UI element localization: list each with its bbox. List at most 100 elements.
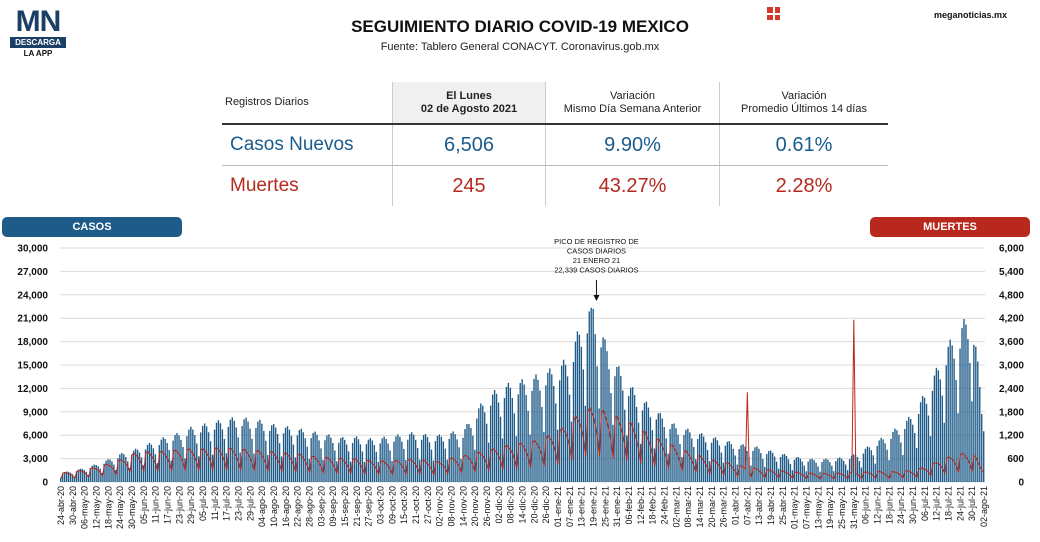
casos-bar xyxy=(961,328,963,482)
casos-bar xyxy=(391,460,393,482)
casos-bar xyxy=(276,434,279,482)
casos-bar xyxy=(781,454,784,482)
x-tick-label: 23-jun-20 xyxy=(174,486,184,524)
casos-bar xyxy=(945,365,947,482)
x-tick-label: 08-dic-20 xyxy=(506,486,516,524)
casos-bar xyxy=(150,444,153,483)
left-tick-label: 6,000 xyxy=(23,431,48,442)
casos-bar xyxy=(582,369,585,482)
casos-bar xyxy=(884,443,886,482)
casos-bar xyxy=(194,435,196,482)
casos-bar xyxy=(243,419,245,482)
x-tick-label: 24-jul-21 xyxy=(955,486,965,521)
casos-bar xyxy=(93,464,95,482)
casos-bar xyxy=(489,405,492,482)
casos-bar xyxy=(805,471,807,482)
casos-bar xyxy=(65,471,68,482)
casos-bar xyxy=(517,394,519,482)
x-tick-label: 25-may-21 xyxy=(837,486,847,529)
x-tick-label: 01-may-21 xyxy=(790,486,800,529)
x-tick-label: 24-may-20 xyxy=(115,486,125,529)
casos-bar xyxy=(136,449,139,482)
casos-bar xyxy=(217,420,220,482)
x-tick-label: 10-ago-20 xyxy=(269,486,279,527)
grid-flag-icon xyxy=(767,7,780,20)
casos-bar xyxy=(377,461,379,482)
casos-bar xyxy=(981,413,983,482)
casos-bar xyxy=(389,450,391,482)
x-tick-label: 09-sep-20 xyxy=(328,486,338,527)
casos-bar xyxy=(637,422,640,482)
casos-bar xyxy=(105,460,107,482)
casos-bar xyxy=(645,401,648,482)
casos-bar xyxy=(671,424,673,482)
casos-bar xyxy=(152,448,155,482)
casos-bar xyxy=(783,453,786,482)
casos-bar xyxy=(347,451,350,482)
casos-bar xyxy=(764,466,766,482)
casos-bar xyxy=(430,449,433,482)
casos-bar xyxy=(482,405,484,482)
x-tick-label: 18-jun-21 xyxy=(884,486,894,524)
casos-bar xyxy=(610,392,612,482)
casos-bar xyxy=(487,442,490,482)
casos-bar xyxy=(499,416,502,482)
casos-bar xyxy=(138,452,141,482)
casos-bar xyxy=(454,434,456,482)
x-tick-label: 07-abr-21 xyxy=(742,486,752,525)
casos-bar xyxy=(965,324,967,482)
casos-bar xyxy=(896,430,898,482)
casos-bar xyxy=(115,469,117,482)
casos-bar xyxy=(154,454,157,482)
casos-bar xyxy=(977,361,979,482)
casos-bar xyxy=(131,454,133,482)
casos-bar xyxy=(902,455,904,482)
casos-bar xyxy=(375,451,377,482)
casos-bar xyxy=(247,421,249,482)
casos-bar xyxy=(235,427,237,482)
casos-bar xyxy=(866,446,869,482)
casos-bar xyxy=(959,348,961,482)
x-tick-label: 23-jul-20 xyxy=(233,486,243,521)
x-tick-label: 12-feb-21 xyxy=(636,486,646,525)
casos-bar xyxy=(963,318,965,482)
casos-bar xyxy=(142,465,145,482)
x-tick-label: 31-may-21 xyxy=(849,486,859,529)
casos-bar xyxy=(811,458,813,482)
x-tick-label: 30-abr-20 xyxy=(68,486,78,525)
casos-bar xyxy=(543,431,545,482)
casos-bar xyxy=(162,437,164,482)
casos-bar xyxy=(306,446,308,482)
header-var-avg-b: Promedio Últimos 14 días xyxy=(741,102,867,115)
casos-bar xyxy=(456,439,458,482)
left-tick-label: 27,000 xyxy=(17,267,48,278)
casos-bar xyxy=(551,374,553,482)
casos-bar xyxy=(466,423,468,482)
casos-bar xyxy=(521,379,523,482)
casos-bar xyxy=(507,382,510,483)
casos-bar xyxy=(312,432,314,482)
casos-bar xyxy=(762,458,764,482)
casos-bar xyxy=(570,421,573,482)
casos-bar xyxy=(416,448,419,482)
covid-chart: 0 3,000 6,000 9,000 12,000 15,000 18,000 21,000… xyxy=(17,238,1024,529)
x-tick-label: 06-jun-21 xyxy=(861,486,871,524)
casos-bar xyxy=(470,427,472,482)
casos-bar xyxy=(132,450,135,482)
x-tick-label: 30-jul-21 xyxy=(967,486,977,521)
annotation-arrowhead xyxy=(593,295,600,301)
casos-bar xyxy=(182,447,184,482)
casos-bar xyxy=(215,422,218,482)
stats-table: Registros Diarios El Lunes 02 de Agosto … xyxy=(222,82,888,206)
casos-bar xyxy=(858,460,861,482)
casos-bar xyxy=(868,447,871,482)
casos-bar xyxy=(174,435,176,482)
casos-bar xyxy=(107,459,109,482)
casos-bar xyxy=(202,425,204,482)
casos-bar xyxy=(513,413,515,482)
casos-bar xyxy=(77,469,80,482)
casos-bar xyxy=(547,372,549,482)
casos-bar xyxy=(860,467,863,482)
casos-bar xyxy=(852,454,855,482)
casos-bar xyxy=(912,424,914,482)
